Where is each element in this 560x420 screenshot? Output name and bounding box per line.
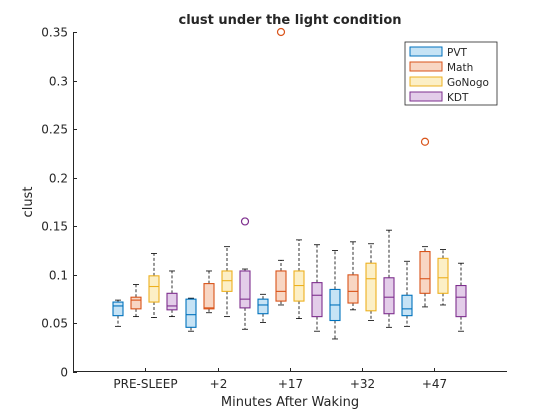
box-body [456,286,466,317]
box-body [312,283,322,317]
y-axis-label: clust [21,187,36,218]
x-tick-label: +2 [210,377,228,391]
legend-swatch [410,62,442,71]
x-tick-label: +47 [422,377,447,391]
box-body [402,295,412,315]
legend-swatch [410,92,442,101]
y-tick-label: 0.05 [41,317,68,331]
legend-label: GoNogo [447,77,489,89]
box-body [131,297,141,309]
box-body [438,258,448,293]
y-tick-label: 0.3 [49,75,68,89]
box-body [348,275,358,303]
box-body [384,278,394,314]
x-tick-label: +17 [278,377,303,391]
y-tick-label: 0 [60,366,68,380]
y-tick-label: 0.25 [41,123,68,137]
legend: PVT Math GoNogo KDT [405,42,497,105]
legend-swatch [410,47,442,56]
x-axis-label: Minutes After Waking [221,395,359,410]
legend-label: PVT [447,47,468,59]
box-body [186,299,196,327]
y-tick-label: 0.1 [49,269,68,283]
box-body [113,302,123,316]
box-body [167,293,177,310]
box-pvt-1 [186,298,196,331]
box-body [204,284,214,309]
box-body [366,263,376,311]
y-tick-label: 0.35 [41,26,68,40]
legend-swatch [410,77,442,86]
legend-label: Math [447,62,473,74]
x-tick-label: +32 [350,377,375,391]
box-body [258,299,268,314]
box-body [276,271,286,301]
box-body [420,252,430,294]
y-tick-label: 0.2 [49,172,68,186]
legend-label: KDT [447,92,469,104]
box-body [149,276,159,302]
box-body [240,271,250,308]
x-tick-label: PRE-SLEEP [113,377,177,391]
y-tick-label: 0.15 [41,220,68,234]
chart-title: clust under the light condition [179,13,402,28]
